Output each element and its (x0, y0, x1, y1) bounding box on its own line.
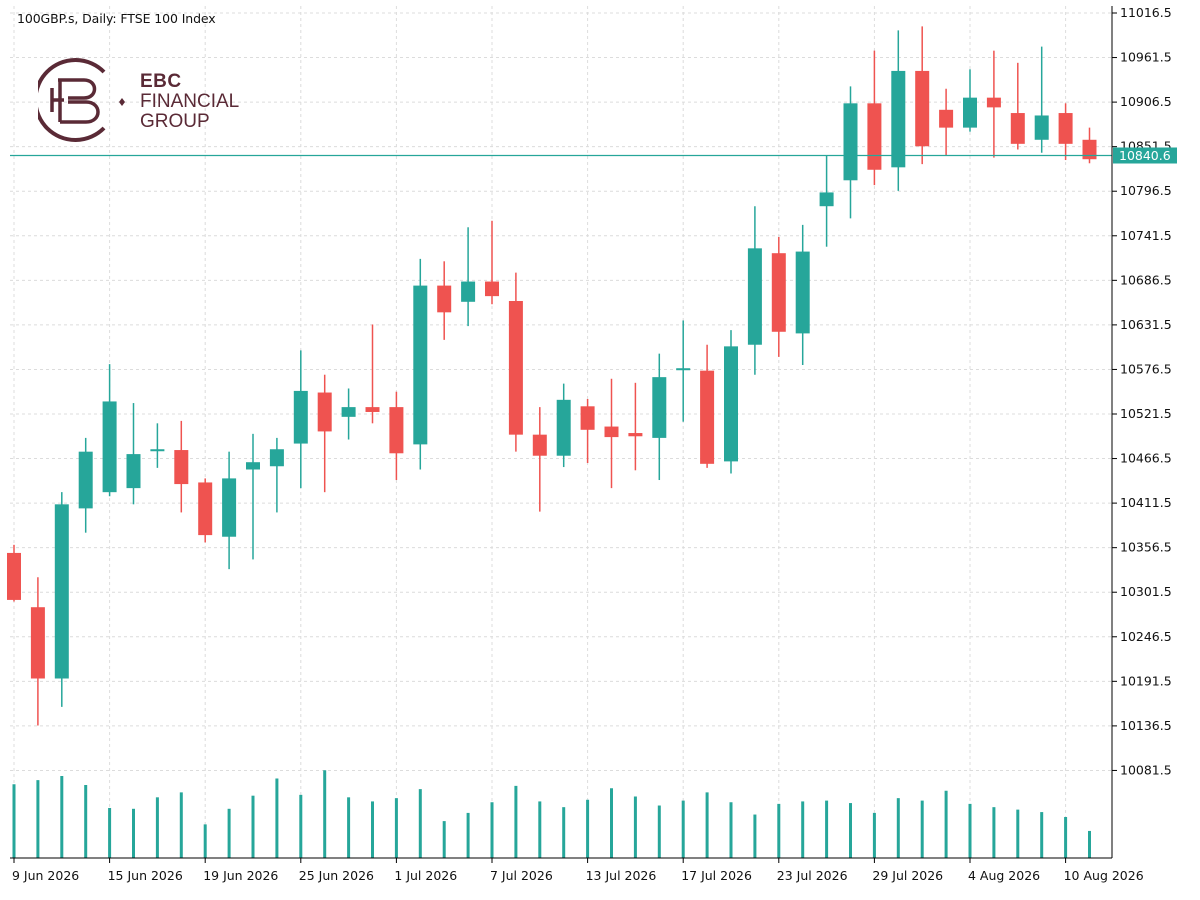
x-tick-label: 1 Jul 2026 (394, 868, 457, 883)
candle-body (700, 370, 715, 464)
candle-body (676, 368, 691, 371)
y-tick-label: 10521.5 (1120, 406, 1172, 421)
candle-body (269, 449, 284, 467)
y-tick-label: 10466.5 (1120, 451, 1172, 466)
candle-body (1010, 113, 1025, 144)
candle-body (580, 406, 595, 430)
x-tick-label: 9 Jun 2026 (12, 868, 79, 883)
candle-body (843, 103, 858, 181)
x-tick-label: 13 Jul 2026 (586, 868, 657, 883)
candle-body (78, 451, 93, 509)
candle-body (652, 377, 667, 438)
candle-body (437, 285, 452, 313)
y-tick-label: 10686.5 (1120, 272, 1172, 287)
candle-body (1058, 113, 1073, 144)
candle-body (556, 399, 571, 456)
candle-body (485, 281, 499, 297)
candle-body (461, 281, 476, 302)
candle-body (246, 462, 260, 470)
candle-body (771, 253, 786, 332)
y-tick-label: 11016.5 (1120, 5, 1172, 20)
candle-body (867, 103, 882, 170)
candle-body (174, 450, 189, 485)
y-tick-label: 10246.5 (1120, 629, 1172, 644)
candle-body (724, 346, 738, 462)
candle-body (628, 433, 643, 437)
candle-body (30, 607, 45, 679)
candle-body (819, 192, 834, 207)
y-tick-label: 10356.5 (1120, 540, 1172, 555)
candle-body (891, 70, 906, 168)
y-tick-label: 10191.5 (1120, 673, 1172, 688)
candle-body (1034, 115, 1049, 140)
y-tick-label: 10136.5 (1120, 718, 1172, 733)
candle-body (747, 248, 762, 345)
x-tick-label: 17 Jul 2026 (681, 868, 752, 883)
logo-text-ebc: EBC (140, 71, 182, 92)
candle-body (293, 390, 308, 444)
candle-body (508, 300, 523, 435)
candle-body (341, 407, 356, 417)
candle-body (939, 109, 954, 128)
y-tick-label: 10411.5 (1120, 495, 1172, 510)
candle-body (604, 426, 619, 438)
y-tick-label: 10081.5 (1120, 762, 1172, 777)
candle-body (150, 449, 165, 452)
candle-body (389, 407, 404, 454)
candle-body (986, 97, 1001, 108)
x-tick-label: 15 Jun 2026 (108, 868, 183, 883)
current-price-tag (1113, 147, 1177, 164)
candle-body (532, 434, 547, 456)
x-tick-label: 23 Jul 2026 (777, 868, 848, 883)
candle-body (222, 478, 237, 537)
candle-body (963, 97, 977, 128)
y-tick-label: 10796.5 (1120, 183, 1172, 198)
y-tick-label: 10961.5 (1120, 50, 1172, 65)
x-tick-label: 19 Jun 2026 (203, 868, 278, 883)
candle-body (413, 285, 428, 445)
x-tick-label: 4 Aug 2026 (968, 868, 1040, 883)
y-tick-label: 10906.5 (1120, 94, 1172, 109)
candle-body (1082, 139, 1097, 160)
candle-body (102, 401, 117, 493)
candle-body (7, 552, 21, 600)
candle-body (915, 70, 930, 147)
candle-body (54, 504, 69, 679)
y-tick-label: 10576.5 (1120, 361, 1172, 376)
x-tick-label: 7 Jul 2026 (490, 868, 553, 883)
y-tick-label: 10631.5 (1120, 317, 1172, 332)
candle-body (365, 407, 380, 412)
logo-text-financial: FINANCIAL (140, 91, 240, 112)
candle-body (198, 482, 213, 536)
candle-body (795, 251, 810, 334)
ebc-emblem-icon (33, 58, 125, 142)
x-tick-label: 10 Aug 2026 (1064, 868, 1144, 883)
y-tick-label: 10301.5 (1120, 584, 1172, 599)
current-price-label: 10840.6 (1119, 148, 1171, 163)
ebc-logo: EBC FINANCIAL GROUP (33, 58, 248, 142)
candle-body (126, 454, 141, 489)
x-tick-label: 29 Jul 2026 (872, 868, 943, 883)
candle-body (317, 392, 332, 432)
chart-title: 100GBP.s, Daily: FTSE 100 Index (17, 11, 216, 26)
logo-text-group: GROUP (140, 111, 210, 132)
x-tick-label: 25 Jun 2026 (299, 868, 374, 883)
y-tick-label: 10741.5 (1120, 228, 1172, 243)
